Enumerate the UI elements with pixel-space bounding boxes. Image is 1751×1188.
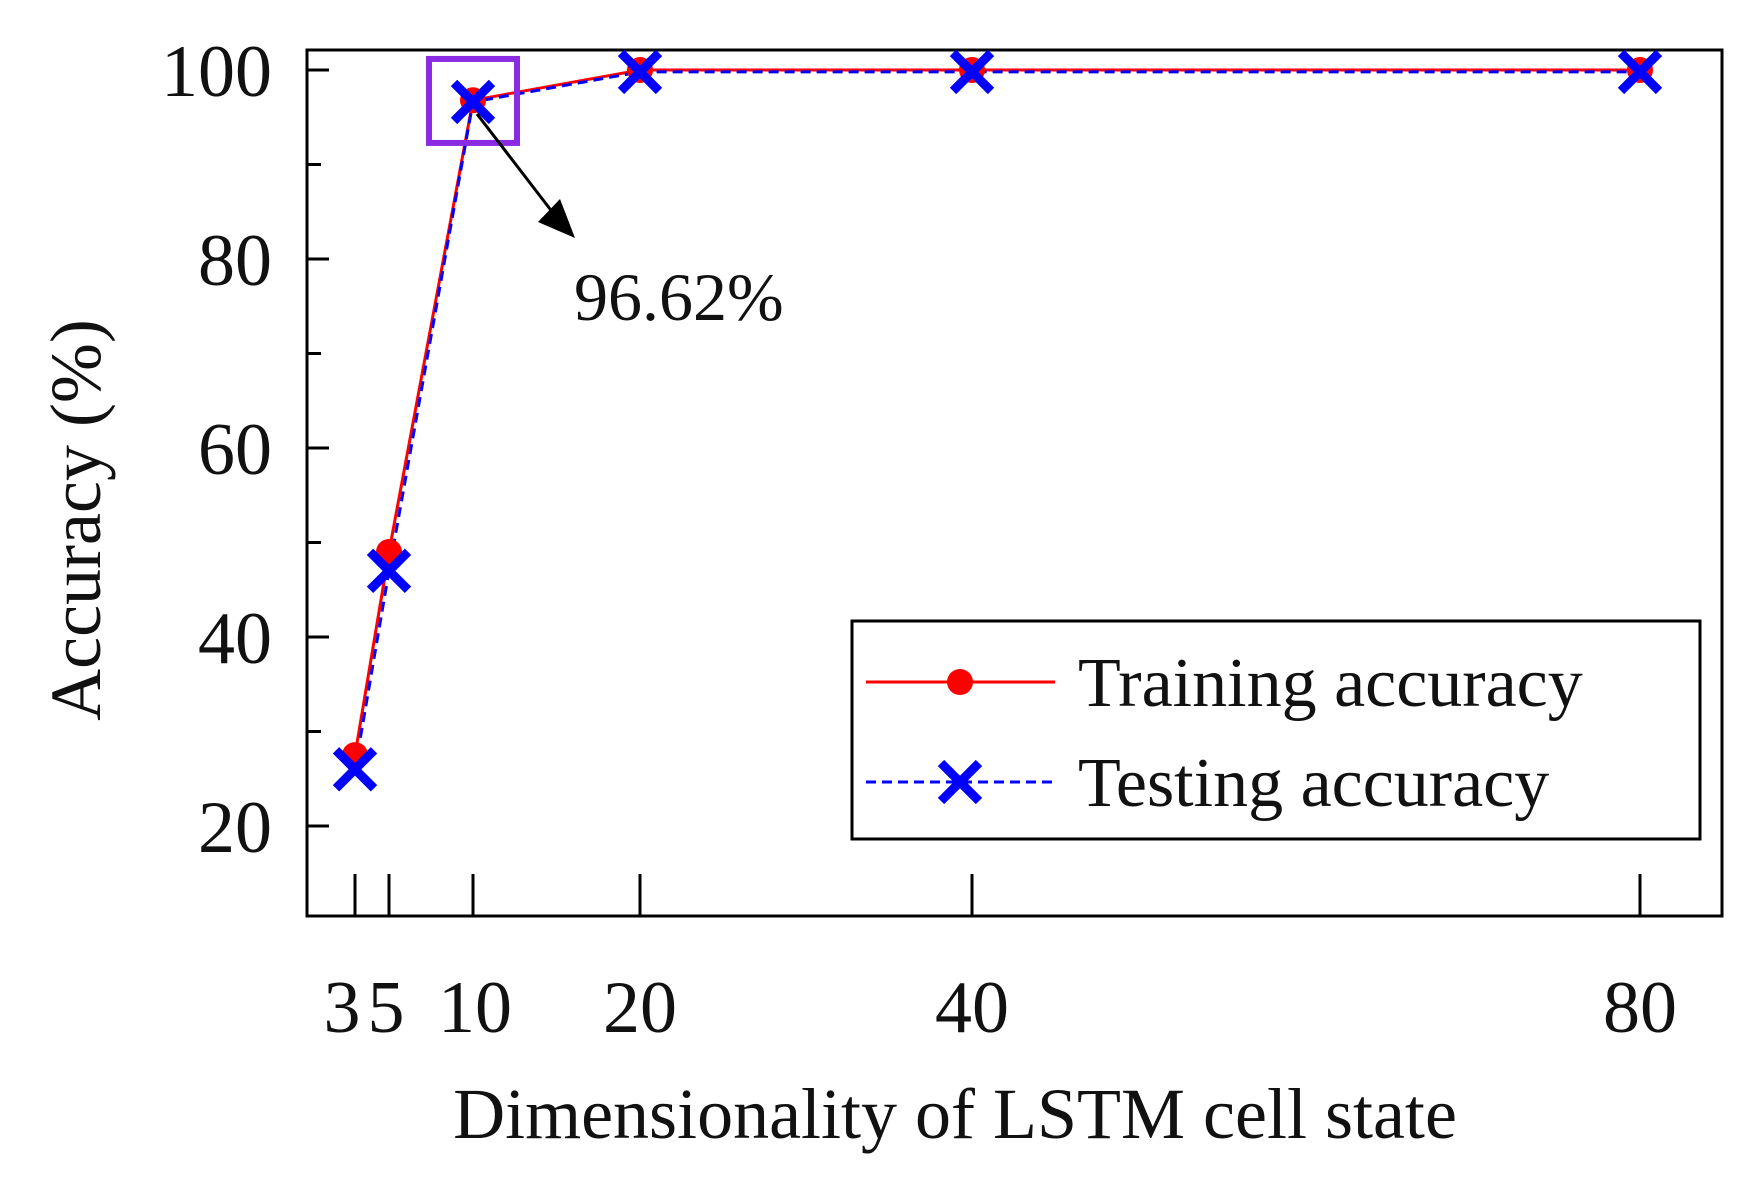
testing-point-10-stroke-b [450, 79, 496, 125]
legend-box [850, 619, 1702, 841]
x-tick-label-80: 80 [1603, 967, 1677, 1049]
testing-point-5-stroke-b [366, 548, 412, 594]
x-axis-ticks: 3 5 10 20 40 80 [324, 874, 1677, 1049]
x-tick-label-40: 40 [935, 967, 1009, 1049]
testing-point-40 [949, 49, 995, 95]
testing-point-40-stroke-b [949, 49, 995, 95]
series-line-testing [353, 70, 1640, 770]
x-tick-label-20: 20 [603, 967, 677, 1049]
testing-point-20-stroke-b [617, 49, 663, 95]
legend-testing-label: Testing accuracy [1078, 745, 1549, 822]
legend: Training accuracy Testing accuracy [850, 619, 1702, 841]
testing-point-10 [450, 79, 496, 125]
legend-training-marker [947, 669, 973, 695]
testing-point-80 [1617, 49, 1663, 95]
y-tick-label-20: 20 [198, 787, 272, 869]
annotation-arrow-shaft [475, 113, 562, 223]
legend-training-label: Training accuracy [1078, 645, 1583, 722]
y-axis-label: Accuracy (%) [36, 319, 116, 721]
plot-frame [305, 48, 1724, 918]
series-line-training [353, 68, 1640, 756]
x-tick-label-3: 3 [324, 967, 361, 1049]
testing-point-3 [332, 747, 378, 792]
y-tick-label-40: 40 [198, 598, 272, 680]
annotation-arrowhead [538, 199, 575, 238]
x-axis-label: Dimensionality of LSTM cell state [453, 1074, 1457, 1154]
legend-testing-marker-b [937, 759, 983, 805]
annotation-label: 96.62% [574, 259, 784, 335]
y-axis-ticks: 20 40 60 80 100 [161, 31, 329, 869]
legend-testing-marker [937, 759, 983, 805]
testing-point-3-stroke-b [332, 747, 378, 792]
annotation: 96.62% [426, 55, 784, 335]
y-tick-label-100: 100 [161, 31, 272, 113]
highlight-box [426, 55, 520, 146]
testing-point-80-stroke-b [1617, 49, 1663, 95]
x-tick-label-5: 5 [368, 967, 405, 1049]
y-tick-label-60: 60 [198, 409, 272, 491]
testing-point-5 [366, 548, 412, 594]
testing-point-20 [617, 49, 663, 95]
series-layer [332, 49, 1663, 792]
x-tick-label-10: 10 [438, 967, 512, 1049]
y-tick-label-80: 80 [198, 220, 272, 302]
